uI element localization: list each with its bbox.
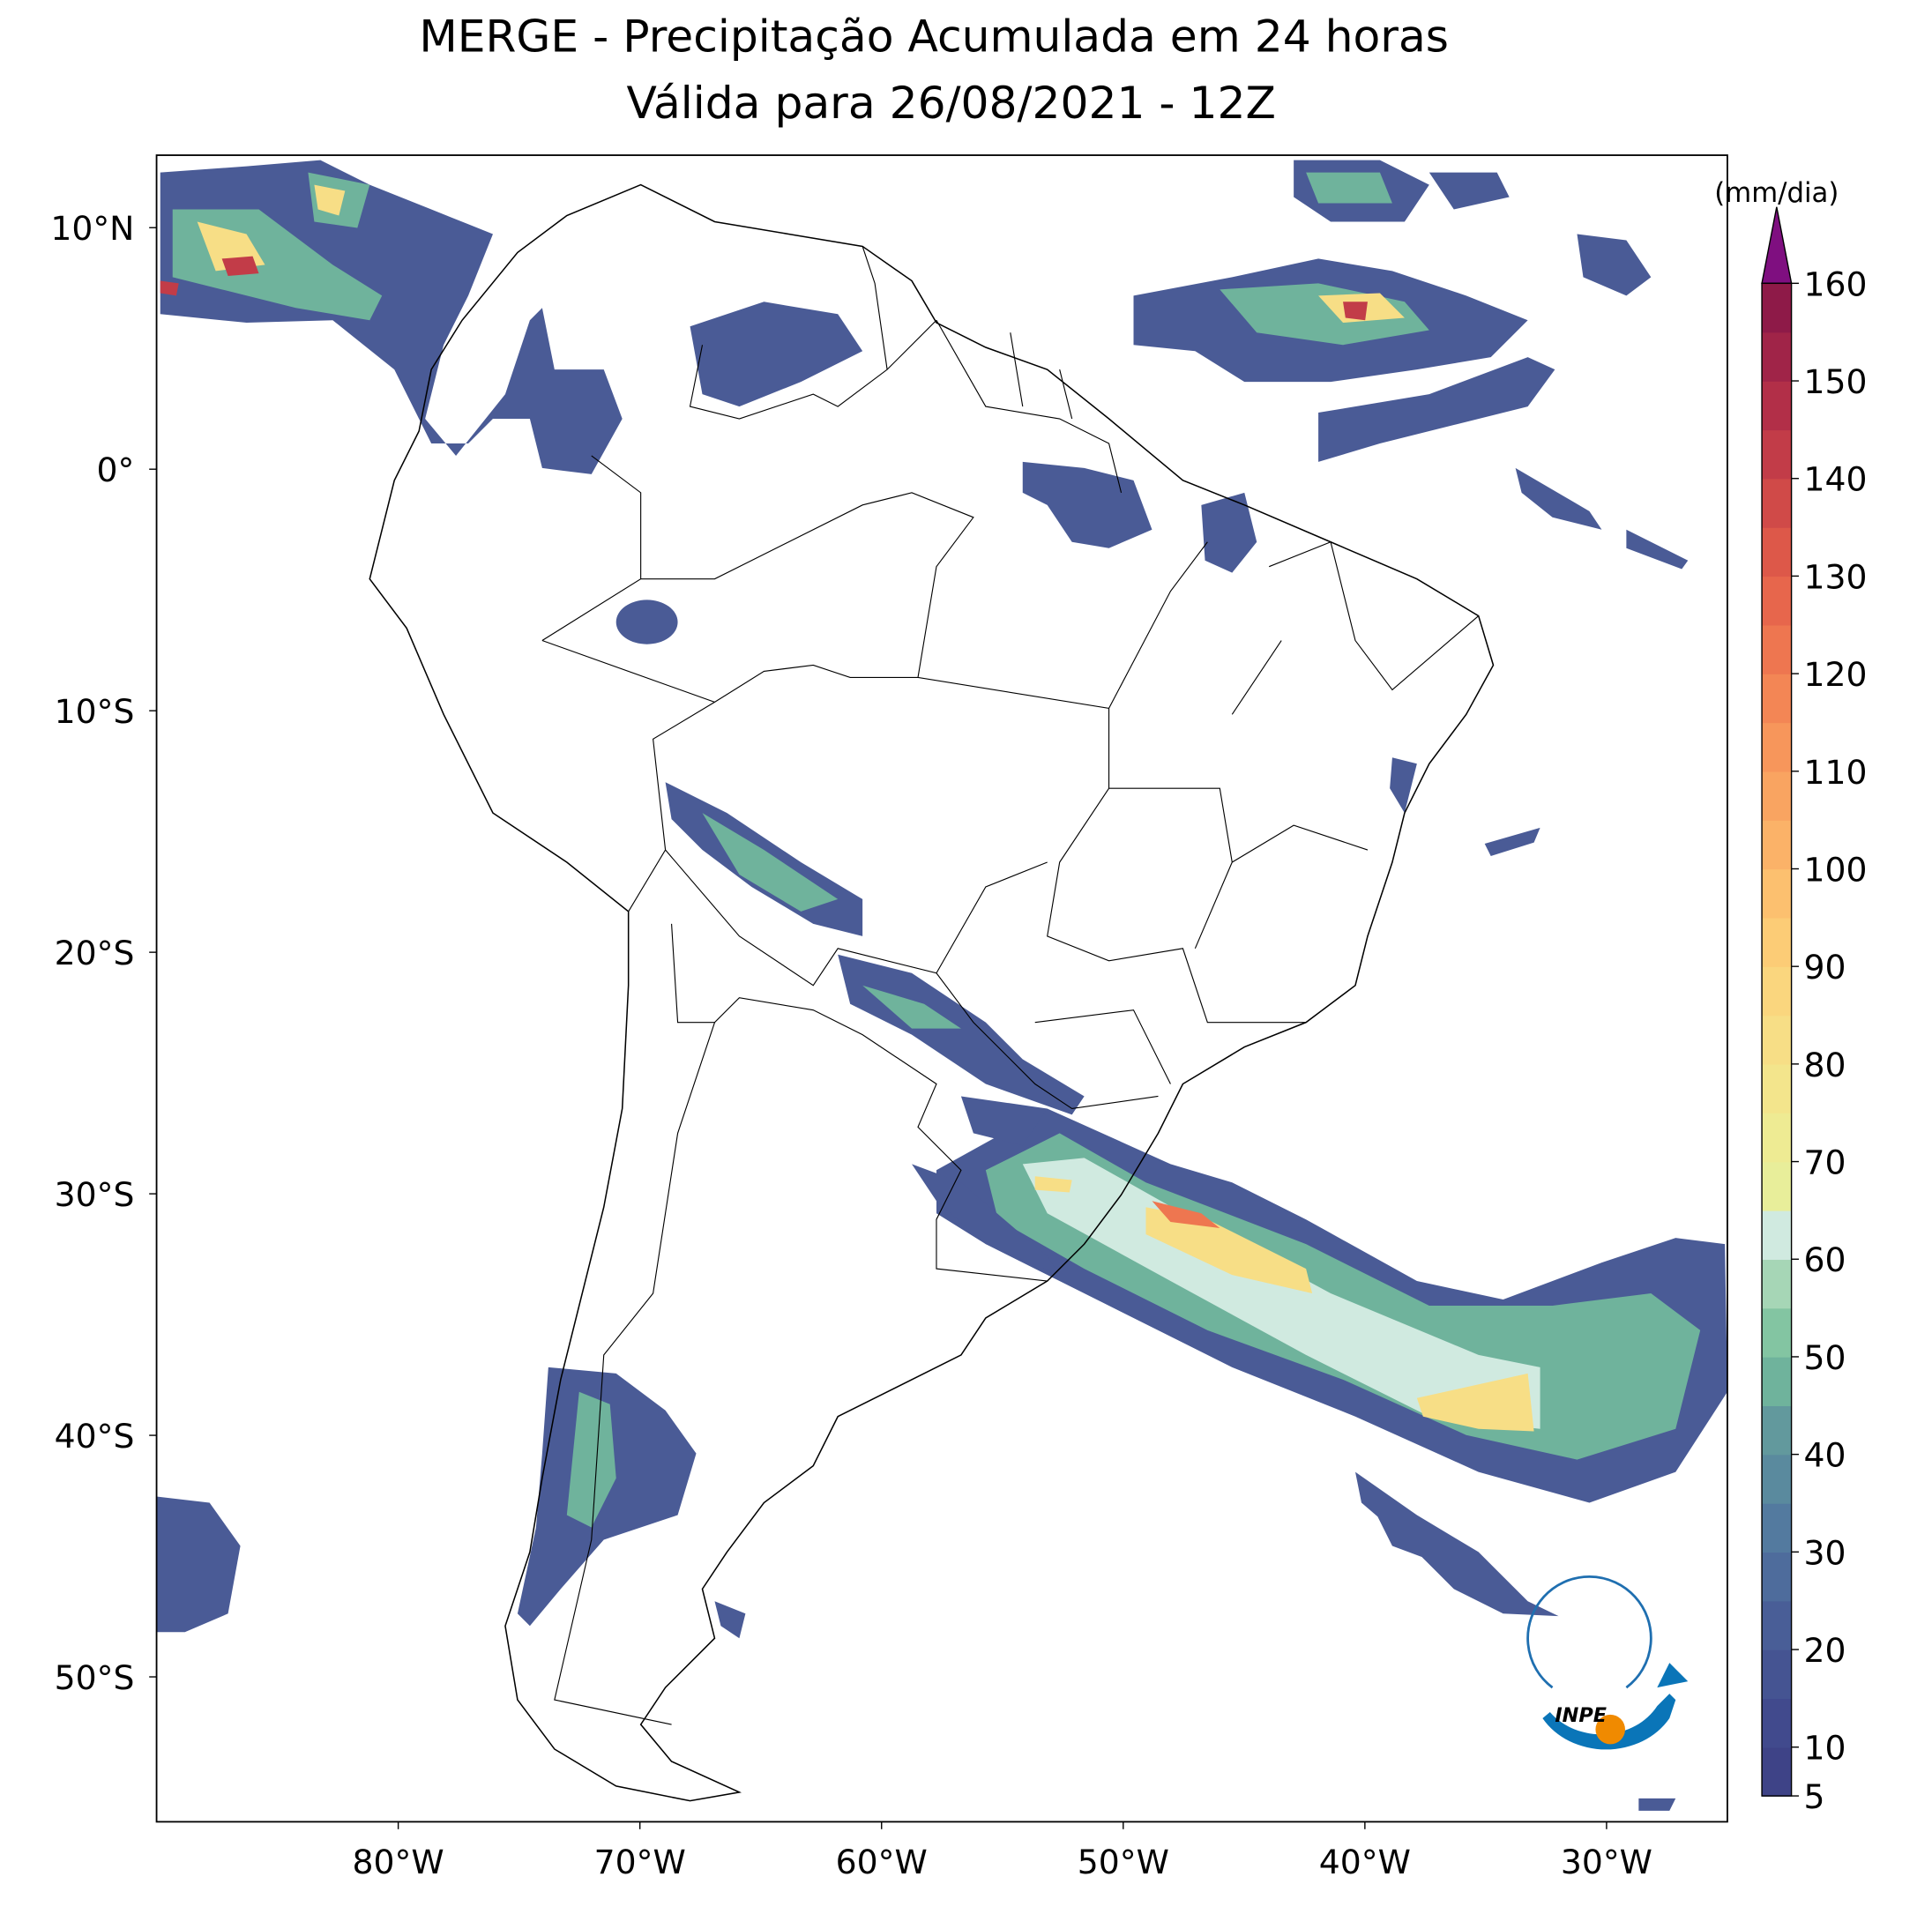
y-tick-label: 30°S [55,1175,135,1214]
y-tick-label: 20°S [55,934,135,972]
colorbar-band [1762,1356,1792,1406]
precipitation-area [615,302,1676,1811]
precipitation-area [160,256,259,296]
colorbar-band [1762,1698,1792,1748]
precipitation-area [1034,1176,1534,1432]
colorbar-band [1762,1405,1792,1456]
colorbar-band [1762,1210,1792,1260]
colorbar-band [1762,1650,1792,1700]
x-tick-label: 80°W [353,1843,444,1881]
y-tick-label: 40°S [55,1417,135,1456]
y-tick-label: 10°S [55,692,135,731]
colorbar-tick-label: 80 [1804,1046,1846,1084]
coastline [369,183,1495,1802]
colorbar-band [1762,527,1792,577]
colorbar-tick-label: 130 [1804,557,1868,596]
colorbar-band [1762,722,1792,772]
colorbar-tick-label: 5 [1804,1777,1825,1816]
precipitation-area [160,160,623,474]
logo-text: INPE [1555,1704,1607,1727]
colorbar-tick-label: 100 [1804,850,1868,889]
colorbar-band [1762,1454,1792,1504]
inpe-logo: INPE [1526,1575,1689,1750]
precipitation-area [1152,1201,1220,1228]
colorbar-band [1762,820,1792,870]
colorbar-tick-label: 90 [1804,948,1846,987]
y-tick-label: 10°N [50,209,134,248]
colorbar-band [1762,1552,1792,1602]
colorbar-band [1762,1600,1792,1650]
colorbar-band [1762,283,1792,333]
colorbar-tick-label: 50 [1804,1338,1846,1377]
logo-swoosh [1542,1694,1676,1750]
colorbar-unit: (mm/dia) [1714,177,1839,209]
colorbar-tick-label: 20 [1804,1631,1846,1670]
colorbar-band [1762,674,1792,724]
colorbar-band [1762,1015,1792,1065]
colorbar-band [1762,1113,1792,1163]
y-tick-label: 0° [97,451,135,489]
precipitation-area [1355,1471,1559,1617]
precipitation-area [1343,302,1368,321]
colorbar-band [1762,1502,1792,1553]
map-area [156,160,1727,1811]
colorbar-frame [1761,282,1793,1797]
colorbar-extend [1761,206,1793,285]
colorbar-tick-label: 140 [1804,460,1868,499]
colorbar-band [1762,576,1792,626]
precipitation-area [566,1391,616,1528]
logo-arc [1526,1575,1652,1689]
colorbar-band [1762,1161,1792,1211]
x-tick-label: 50°W [1078,1843,1169,1881]
colorbar-band [1762,429,1792,480]
colorbar-tick-label: 40 [1804,1436,1846,1475]
colorbar-band [1762,1063,1792,1113]
colorbar-band [1762,771,1792,821]
chart-title: MERGE - Precipitação Acumulada em 24 hor… [419,11,1449,63]
precipitation-area [1133,160,1689,570]
colorbar-tick-label: 10 [1804,1729,1846,1768]
y-tick-label: 50°S [55,1658,135,1697]
precipitation-layer [156,160,1727,1811]
precipitation-area [197,184,346,272]
x-tick-label: 40°W [1319,1843,1411,1881]
colorbar-tick-label: 150 [1804,362,1868,401]
colorbar-band [1762,1746,1792,1797]
colorbar-tick-label: 120 [1804,655,1868,694]
colorbar-band [1762,478,1792,528]
logo-arrow [1657,1663,1689,1688]
x-tick-label: 70°W [594,1843,686,1881]
precipitation-area [156,1496,241,1633]
map-frame [155,154,1728,1823]
country-borders [541,246,1480,1725]
colorbar-band [1762,1307,1792,1358]
colorbar-band [1762,1259,1792,1309]
colorbar-band [1762,331,1792,382]
chart-subtitle: Válida para 26/08/2021 - 12Z [626,77,1276,129]
colorbar-band [1762,381,1792,431]
logo-dot [1595,1714,1625,1745]
precipitation-area [702,813,961,1029]
x-tick-label: 30°W [1561,1843,1652,1881]
colorbar-tick-label: 110 [1804,753,1868,792]
colorbar-band [1762,868,1792,919]
colorbar-tick-label: 60 [1804,1240,1846,1279]
precipitation-area [665,782,1085,1276]
colorbar-band [1762,624,1792,674]
colorbar-tick-label: 70 [1804,1143,1846,1182]
colorbar-tick-label: 160 [1804,264,1868,303]
x-tick-label: 60°W [836,1843,928,1881]
colorbar-tick-label: 30 [1804,1533,1846,1572]
colorbar-band [1762,966,1792,1017]
colorbar-band [1762,917,1792,967]
